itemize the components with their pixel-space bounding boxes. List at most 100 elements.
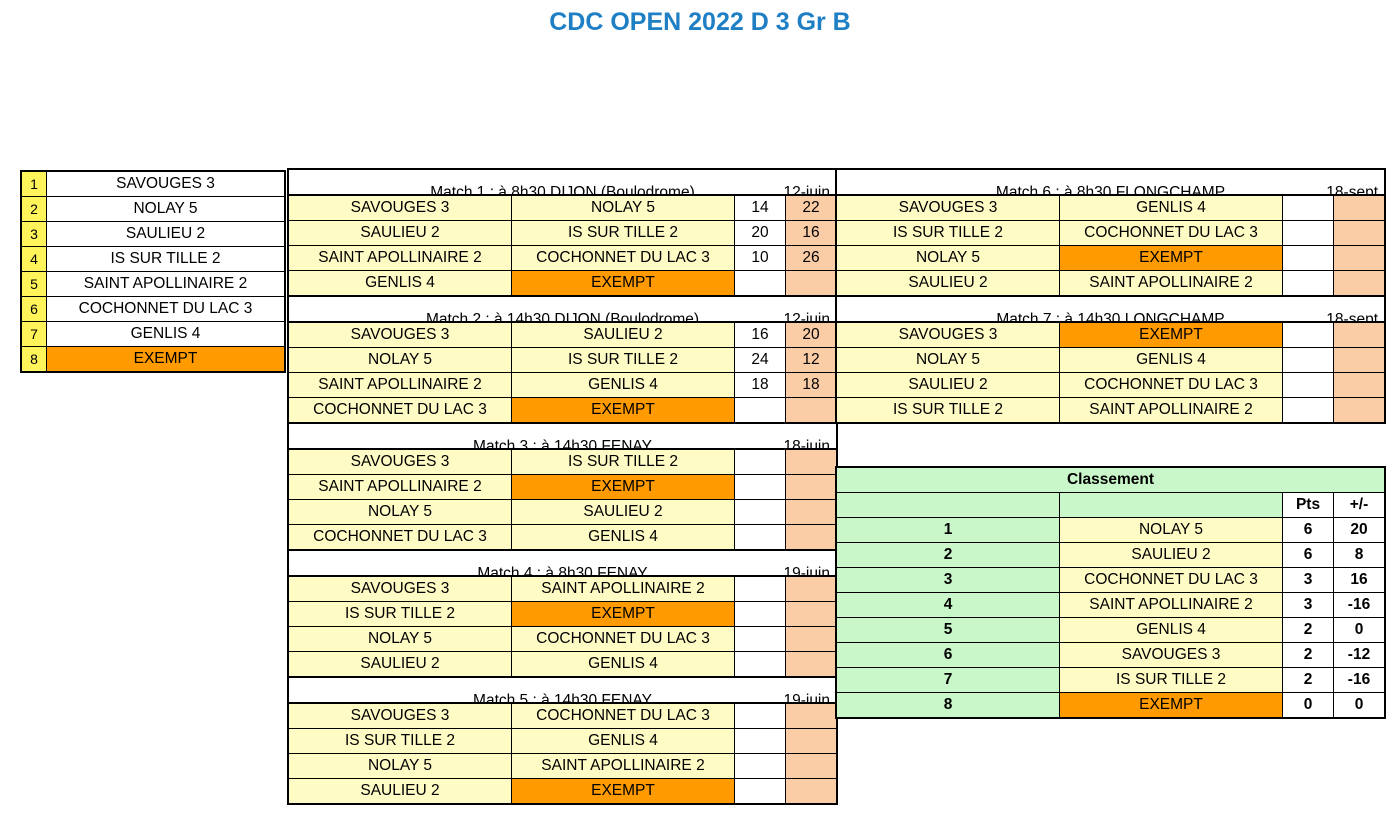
ranking-team: NOLAY 5 [1059,517,1283,543]
matches-left: Match 1 : à 8h30 DIJON (Boulodrome) 12-ju… [287,168,838,805]
ranking-header-row: Pts +/- [835,492,1386,518]
home-team: SAVOUGES 3 [287,575,512,602]
match-label: Match 2 : à 14h30 DIJON (Boulodrome) [425,311,700,322]
score-away [1333,347,1386,373]
away-team: SAULIEU 2 [511,321,735,348]
ranking-points: 3 [1282,567,1334,593]
away-team: SAINT APOLLINAIRE 2 [1059,397,1283,424]
team-number: 1 [20,170,47,197]
ranking-title-row: Classement [835,466,1386,493]
score-away [785,448,838,475]
team-row: 2 NOLAY 5 [20,196,286,222]
home-team: NOLAY 5 [287,753,512,779]
match-date: 12-juin [783,184,830,195]
team-name: EXEMPT [46,346,286,373]
home-team: SAVOUGES 3 [287,448,512,475]
match-label: Match 7 : à 14h30 LONGCHAMP [996,311,1225,322]
ranking-points: 6 [1282,517,1334,543]
home-team: NOLAY 5 [835,347,1060,373]
team-number: 3 [20,221,47,247]
ranking-position: 2 [835,542,1060,568]
score-away [785,753,838,779]
away-team: SAULIEU 2 [511,499,735,525]
home-team: COCHONNET DU LAC 3 [287,397,512,424]
ranking-points: 6 [1282,542,1334,568]
home-team: SAVOUGES 3 [835,321,1060,348]
team-name: IS SUR TILLE 2 [46,246,286,272]
away-team: SAINT APOLLINAIRE 2 [511,753,735,779]
ranking-blank [1059,492,1283,518]
home-team: IS SUR TILLE 2 [835,220,1060,246]
ranking-position: 4 [835,592,1060,618]
away-team: IS SUR TILLE 2 [511,220,735,246]
home-team: IS SUR TILLE 2 [287,601,512,627]
score-home [734,499,786,525]
ranking-blank [835,492,1060,518]
away-team: COCHONNET DU LAC 3 [511,245,735,271]
home-team: NOLAY 5 [287,499,512,525]
score-away: 20 [785,321,838,348]
home-team: SAINT APOLLINAIRE 2 [287,474,512,500]
ranking-diff: -16 [1333,592,1386,618]
game-row: SAVOUGES 3 COCHONNET DU LAC 3 [287,702,838,729]
game-row: IS SUR TILLE 2 COCHONNET DU LAC 3 [835,220,1386,246]
match-header-cell: Match 6 : à 8h30 FLONGCHAMP 18-sept [835,168,1386,196]
team-row: 1 SAVOUGES 3 [20,170,286,197]
score-home [1282,270,1334,297]
away-team: GENLIS 4 [511,651,735,678]
ranking-col-diff: +/- [1333,492,1386,518]
matches-right: Match 6 : à 8h30 FLONGCHAMP 18-sept SAVOUG… [835,168,1386,424]
match-label: Match 1 : à 8h30 DIJON (Boulodrome) [430,184,695,195]
ranking-row: 1 NOLAY 5 6 20 [835,517,1386,543]
game-row: SAINT APOLLINAIRE 2 COCHONNET DU LAC 3 10 2… [287,245,838,271]
home-team: NOLAY 5 [287,626,512,652]
score-home [734,474,786,500]
match-label: Match 5 : à 14h30 FENAY [473,692,652,703]
game-row: SAINT APOLLINAIRE 2 EXEMPT [287,474,838,500]
away-team: EXEMPT [1059,321,1283,348]
ranking-diff: -16 [1333,667,1386,693]
score-home: 20 [734,220,786,246]
game-row: IS SUR TILLE 2 EXEMPT [287,601,838,627]
score-away [785,626,838,652]
ranking-team: IS SUR TILLE 2 [1059,667,1283,693]
match-label: Match 6 : à 8h30 FLONGCHAMP [995,184,1226,195]
score-away [785,575,838,602]
match-header: Match 5 : à 14h30 FENAY 19-juin [287,676,838,704]
score-away [785,778,838,805]
home-team: SAVOUGES 3 [287,321,512,348]
ranking-position: 1 [835,517,1060,543]
away-team: IS SUR TILLE 2 [511,347,735,373]
score-away: 12 [785,347,838,373]
away-team: NOLAY 5 [511,194,735,221]
game-row: SAULIEU 2 COCHONNET DU LAC 3 [835,372,1386,398]
ranking-position: 7 [835,667,1060,693]
ranking-row: 4 SAINT APOLLINAIRE 2 3 -16 [835,592,1386,618]
score-away: 16 [785,220,838,246]
ranking-team: COCHONNET DU LAC 3 [1059,567,1283,593]
score-away [785,397,838,424]
home-team: SAVOUGES 3 [287,702,512,729]
team-number: 4 [20,246,47,272]
game-row: SAVOUGES 3 NOLAY 5 14 22 [287,194,838,221]
match-header: Match 4 : à 8h30 FENAY 19-juin [287,549,838,577]
ranking-position: 6 [835,642,1060,668]
ranking-diff: 8 [1333,542,1386,568]
team-number: 2 [20,196,47,222]
game-row: SAVOUGES 3 IS SUR TILLE 2 [287,448,838,475]
away-team: GENLIS 4 [511,372,735,398]
score-home: 10 [734,245,786,271]
home-team: SAULIEU 2 [835,372,1060,398]
team-row: 6 COCHONNET DU LAC 3 [20,296,286,322]
ranking-points: 3 [1282,592,1334,618]
team-row: 7 GENLIS 4 [20,321,286,347]
score-away: 18 [785,372,838,398]
home-team: COCHONNET DU LAC 3 [287,524,512,551]
away-team: GENLIS 4 [511,728,735,754]
match-header: Match 6 : à 8h30 FLONGCHAMP 18-sept [835,168,1386,196]
team-row: 3 SAULIEU 2 [20,221,286,247]
match-header: Match 3 : à 14h30 FENAY 18-juin [287,422,838,450]
score-home [734,753,786,779]
score-home [734,524,786,551]
